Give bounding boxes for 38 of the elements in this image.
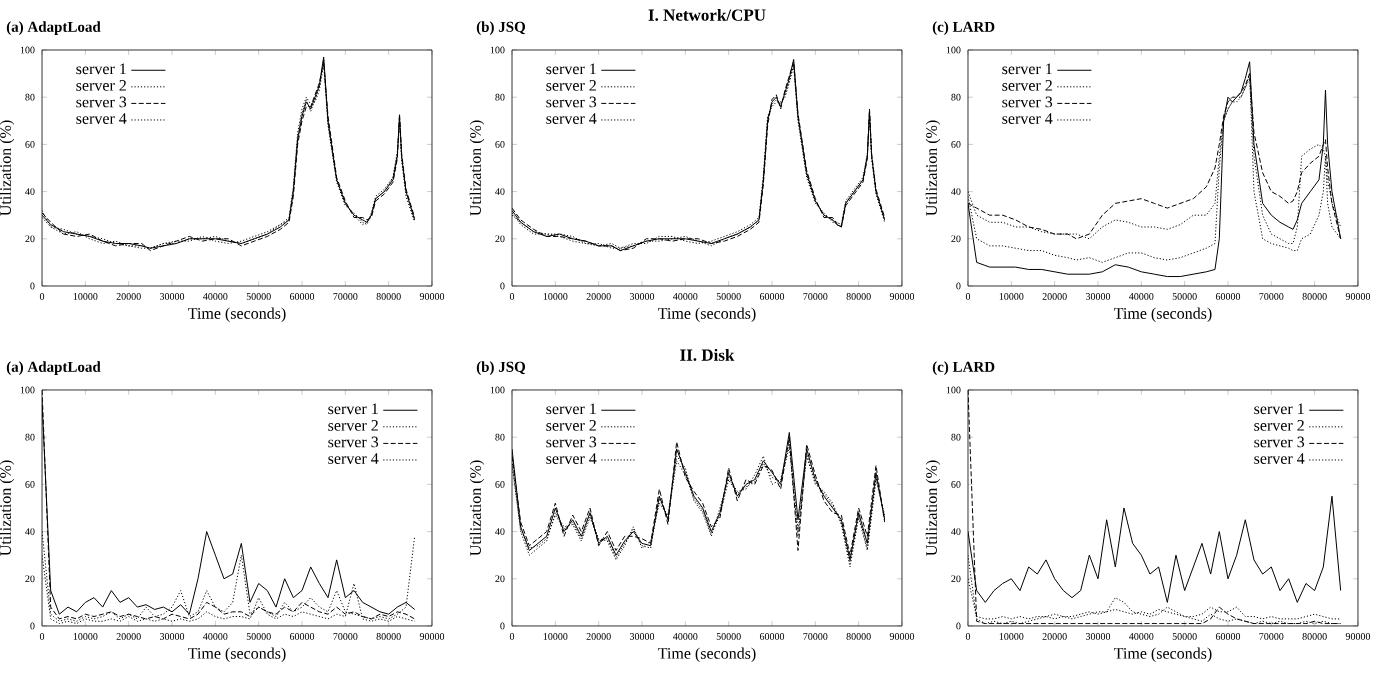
legend-label: server 3 — [1002, 96, 1053, 108]
x-axis-title: Time (seconds) — [1114, 307, 1212, 323]
x-axis-title: Time (seconds) — [658, 647, 756, 663]
y-axis-title: Utilization (%) — [0, 460, 15, 556]
legend-label: server 2 — [1002, 80, 1052, 91]
y-axis-title: Utilization (%) — [925, 460, 941, 556]
legend-label: server 2 — [546, 420, 596, 431]
legend-label: server 4 — [546, 453, 597, 464]
legend-label: server 3 — [546, 436, 597, 448]
y-axis-title: Utilization (%) — [925, 120, 941, 216]
legend-label: server 2 — [1254, 420, 1304, 431]
legend-label: server 4 — [1254, 453, 1305, 464]
y-axis-title: Utilization (%) — [469, 120, 485, 216]
x-axis-title: Time (seconds) — [188, 307, 286, 323]
legend-label: server 4 — [1002, 113, 1053, 124]
x-axis-title: Time (seconds) — [1114, 647, 1212, 663]
legend-label: server 1 — [546, 403, 596, 415]
legend-label: server 3 — [76, 96, 127, 108]
y-axis-title: Utilization (%) — [469, 460, 485, 556]
legend-label: server 1 — [546, 63, 596, 75]
legend-label: server 2 — [328, 420, 378, 431]
text: II. Disk — [680, 348, 735, 361]
legend-label: server 4 — [328, 453, 379, 464]
legend-label: server 4 — [546, 113, 597, 124]
legend-label: server 2 — [76, 80, 126, 91]
legend-label: server 3 — [546, 96, 597, 108]
x-axis-title: Time (seconds) — [658, 307, 756, 323]
legend-label: server 4 — [76, 113, 127, 124]
legend-label: server 3 — [1254, 436, 1305, 448]
y-axis-title: Utilization (%) — [0, 120, 15, 216]
text: I. Network/CPU — [648, 8, 766, 21]
legend-label: server 1 — [328, 403, 378, 415]
legend-label: server 1 — [76, 63, 126, 75]
legend-label: server 1 — [1002, 63, 1052, 75]
legend-label: server 3 — [328, 436, 379, 448]
legend-label: server 2 — [546, 80, 596, 91]
x-axis-title: Time (seconds) — [188, 647, 286, 663]
legend-label: server 1 — [1254, 403, 1304, 415]
